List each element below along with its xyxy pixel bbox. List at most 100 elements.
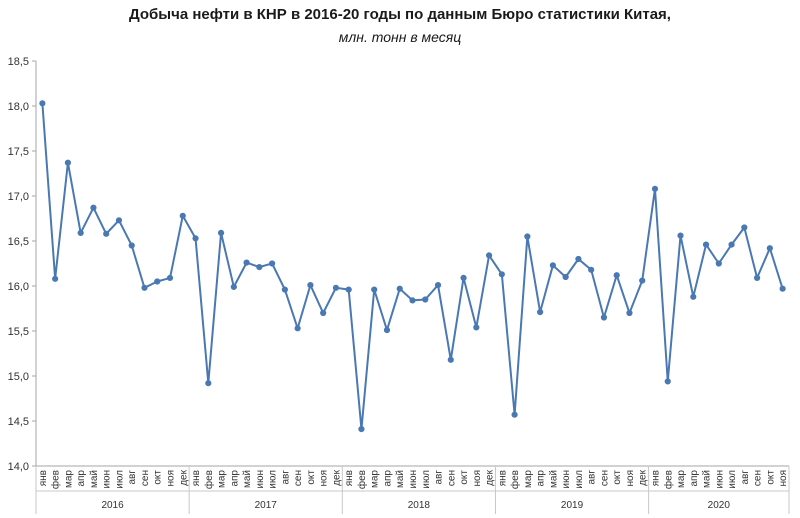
data-point — [409, 297, 416, 304]
x-tick-label: июн — [102, 470, 113, 489]
data-point — [741, 224, 748, 231]
data-point — [269, 260, 276, 267]
x-tick-label: июл — [574, 470, 585, 489]
x-tick-label: мар — [217, 470, 228, 488]
y-tick-label: 18,0 — [8, 101, 29, 113]
x-tick-label: фев — [203, 470, 215, 489]
x-tick-label: авг — [434, 470, 445, 485]
x-tick-label: янв — [344, 470, 355, 486]
x-tick-label: фев — [356, 470, 368, 489]
data-point — [141, 284, 148, 291]
x-tick-label: май — [548, 470, 559, 488]
x-tick-label: июл — [114, 470, 125, 489]
data-point — [447, 356, 454, 363]
x-tick-label: авг — [587, 470, 598, 485]
data-point — [562, 273, 569, 281]
data-point — [511, 411, 518, 418]
data-point — [434, 282, 442, 289]
x-tick-label: июн — [408, 470, 419, 489]
data-point — [715, 260, 722, 267]
x-tick-label: ноя — [166, 470, 177, 487]
data-point — [39, 100, 46, 107]
x-tick-label: дек — [178, 469, 189, 485]
x-tick-label: янв — [497, 470, 508, 486]
x-tick-label: май — [702, 470, 713, 488]
data-point — [473, 324, 480, 331]
y-tick-label: 14,0 — [8, 461, 29, 473]
x-tick-label: ноя — [472, 470, 483, 487]
data-point — [115, 217, 123, 224]
x-tick-label: май — [395, 470, 406, 488]
data-point — [728, 241, 735, 248]
x-tick-label: сен — [293, 470, 304, 486]
data-point — [294, 325, 301, 332]
chart-title: Добыча нефти в КНР в 2016-20 годы по дан… — [129, 6, 671, 23]
x-tick-label: сен — [446, 470, 457, 486]
x-tick-label: апр — [76, 470, 87, 487]
x-tick-label: апр — [689, 470, 700, 487]
data-point — [371, 286, 378, 293]
x-tick-label: янв — [191, 470, 202, 486]
x-tick-label: апр — [382, 470, 393, 487]
data-point — [243, 259, 250, 266]
data-point — [626, 309, 633, 317]
x-tick-label: июн — [561, 470, 572, 489]
y-tick-label: 14,5 — [8, 416, 29, 428]
data-point — [588, 266, 595, 273]
x-tick-label: ноя — [625, 470, 636, 487]
data-point — [485, 252, 493, 259]
data-point — [549, 262, 556, 269]
data-point — [677, 232, 684, 239]
series-line — [41, 103, 784, 431]
data-point — [575, 255, 582, 263]
x-tick-label: мар — [63, 470, 74, 488]
data-point — [396, 285, 403, 292]
data-point — [103, 230, 110, 237]
x-tick-label: дек — [638, 469, 649, 485]
data-point — [256, 264, 263, 271]
data-point — [154, 278, 161, 285]
data-point — [320, 309, 327, 317]
year-label: 2019 — [561, 500, 584, 511]
data-point — [307, 282, 314, 289]
data-point — [651, 185, 659, 192]
x-tick-label: июн — [714, 470, 725, 489]
data-point — [345, 286, 352, 293]
data-point — [600, 314, 608, 321]
x-tick-label: мар — [523, 470, 534, 488]
x-tick-label: фев — [50, 470, 62, 489]
x-tick-label: сен — [599, 470, 610, 486]
chart-subtitle: млн. тонн в месяц — [338, 29, 462, 45]
x-tick-label: янв — [650, 470, 661, 486]
data-point — [690, 293, 697, 300]
x-tick-label: окт — [153, 470, 164, 485]
x-tick-label: янв — [38, 470, 49, 486]
data-point — [639, 277, 646, 284]
y-axis-ticks: 14,0 14,5 15,0 15,5 16,0 16,5 17,0 17,5 18,0 18,5 — [8, 56, 36, 473]
data-point — [166, 274, 174, 281]
x-tick-label: дек — [485, 469, 496, 485]
data-point — [52, 275, 59, 282]
data-point — [64, 159, 72, 166]
year-label: 2017 — [255, 500, 278, 511]
x-tick-label: авг — [280, 470, 291, 485]
data-point — [77, 229, 84, 236]
data-point — [422, 296, 429, 303]
data-point — [702, 241, 710, 248]
data-point — [383, 327, 391, 334]
series-oil-production — [39, 100, 786, 433]
data-point — [753, 274, 761, 281]
x-tick-label: фев — [509, 470, 521, 489]
x-tick-label: фев — [662, 470, 674, 489]
data-point — [779, 285, 786, 292]
x-tick-label: мар — [370, 470, 381, 488]
data-point — [358, 426, 365, 433]
data-point — [537, 309, 544, 316]
x-tick-label: май — [242, 470, 253, 488]
x-tick-label: сен — [753, 470, 764, 486]
x-tick-label: окт — [765, 470, 776, 485]
x-tick-label: мар — [676, 470, 687, 488]
data-point — [217, 229, 225, 236]
x-tick-label: ноя — [319, 470, 330, 487]
